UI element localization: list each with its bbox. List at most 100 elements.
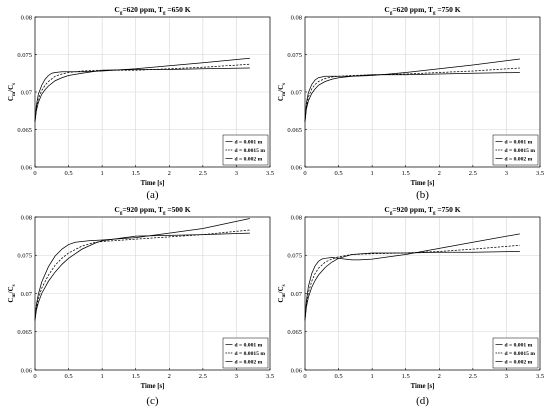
x-tick-label: 0	[303, 170, 306, 177]
legend-box	[492, 337, 539, 369]
axes-frame	[34, 216, 271, 371]
x-tick-label: 2	[438, 170, 441, 177]
x-tick-label: 1	[101, 373, 104, 380]
x-tick-label: 2.5	[469, 373, 477, 380]
x-tick-label: 0.5	[335, 170, 343, 177]
legend-box	[222, 134, 269, 166]
x-tick-label: 0.5	[65, 170, 73, 177]
legend-label: d = 0.0015 m	[505, 351, 536, 357]
x-axis-label: Time [s]	[141, 180, 165, 187]
y-tick-label: 0.07	[21, 89, 33, 96]
axes-frame	[304, 216, 541, 371]
x-tick-label: 0	[33, 373, 36, 380]
x-tick-label: 3.5	[536, 373, 544, 380]
x-tick-label: 0	[303, 373, 306, 380]
x-tick-label: 2.5	[469, 170, 477, 177]
legend-label: d = 0.0015 m	[235, 148, 266, 154]
series-line-1	[34, 57, 250, 123]
x-tick-label: 2.5	[199, 170, 207, 177]
x-tick-label: 1.5	[402, 170, 410, 177]
y-tick-label: 0.065	[287, 127, 302, 134]
series-line-1	[304, 233, 520, 321]
y-tick-label: 0.065	[17, 127, 32, 134]
chart-title: Cg=920 ppm, Tg =750 K	[384, 205, 460, 216]
x-tick-label: 3	[235, 373, 238, 380]
x-tick-label: 3.5	[266, 170, 274, 177]
chart-panel-a: 0 0.5 1 1.5 2 2.5 3 3.5 0.06 0.065 0.07 0.075 0.08 Cg…	[7, 5, 274, 201]
legend-label: d = 0.0015 m	[505, 148, 536, 154]
y-tick-label: 0.08	[21, 14, 32, 21]
y-tick-label: 0.065	[287, 329, 302, 336]
y-tick-label: 0.08	[291, 214, 302, 221]
chart-panel-d: 0 0.5 1 1.5 2 2.5 3 3.5 0.06 0.065 0.07 0.075 0.08 Cg…	[277, 205, 544, 407]
x-tick-label: 1	[101, 170, 104, 177]
series-line-1	[34, 218, 250, 321]
x-tick-label: 2.5	[199, 373, 207, 380]
x-tick-label: 0.5	[335, 373, 343, 380]
series-line-2	[304, 244, 520, 321]
series-line-3	[304, 251, 520, 321]
series-line-2	[304, 67, 520, 123]
legend-label: d = 0.001 m	[505, 343, 533, 349]
chart-panel-b: 0 0.5 1 1.5 2 2.5 3 3.5 0.06 0.065 0.07 0.075 0.08 Cg…	[277, 5, 544, 201]
x-axis-label: Time [s]	[141, 383, 165, 390]
legend-label: d = 0.002 m	[235, 360, 263, 366]
legend-label: d = 0.002 m	[235, 157, 263, 163]
legend-label: d = 0.001 m	[235, 343, 263, 349]
x-axis-label: Time [s]	[411, 180, 435, 187]
y-tick-label: 0.06	[291, 164, 303, 171]
y-tick-label: 0.075	[17, 52, 32, 59]
legend-label: d = 0.0015 m	[235, 351, 266, 357]
x-tick-label: 3	[505, 373, 508, 380]
legend-label: d = 0.001 m	[505, 140, 533, 146]
y-tick-label: 0.075	[287, 253, 302, 260]
x-axis-label: Time [s]	[411, 383, 435, 390]
y-tick-label: 0.08	[291, 14, 302, 21]
legend: d = 0.001 m d = 0.0015 m d = 0.002 m	[222, 337, 269, 369]
x-tick-label: 1.5	[132, 170, 140, 177]
panel-caption: (d)	[416, 395, 429, 407]
axes-frame	[34, 16, 271, 168]
x-tick-label: 1.5	[402, 373, 410, 380]
legend: d = 0.001 m d = 0.0015 m d = 0.002 m	[492, 134, 539, 166]
y-tick-label: 0.06	[291, 367, 303, 374]
x-tick-label: 0	[33, 170, 36, 177]
legend: d = 0.001 m d = 0.0015 m d = 0.002 m	[222, 134, 269, 166]
y-tick-label: 0.08	[21, 214, 32, 221]
series-line-3	[34, 232, 250, 321]
x-tick-label: 3.5	[266, 373, 274, 380]
chart-panel-c: 0 0.5 1 1.5 2 2.5 3 3.5 0.06 0.065 0.07 0.075 0.08 Cg…	[7, 205, 274, 407]
legend-label: d = 0.001 m	[235, 140, 263, 146]
legend-box	[492, 134, 539, 166]
y-tick-label: 0.06	[21, 164, 33, 171]
chart-title: Cg=620 ppm, Tg =750 K	[384, 5, 460, 16]
chart-title: Cg=620 ppm, Tg =650 K	[114, 5, 190, 16]
y-axis-label: Cm/Cs	[7, 284, 17, 302]
x-tick-label: 0.5	[65, 373, 73, 380]
y-tick-label: 0.07	[291, 89, 303, 96]
panel-caption: (a)	[146, 189, 159, 201]
y-tick-label: 0.065	[17, 329, 32, 336]
y-tick-label: 0.07	[21, 291, 33, 298]
y-tick-label: 0.07	[291, 291, 303, 298]
y-axis-label: Cm/Cs	[277, 284, 287, 302]
x-tick-label: 3	[505, 170, 508, 177]
x-tick-label: 3.5	[536, 170, 544, 177]
legend-label: d = 0.002 m	[505, 360, 533, 366]
chart-title: Cg=920 ppm, Tg =500 K	[114, 205, 190, 216]
x-tick-label: 2	[438, 373, 441, 380]
panel-caption: (c)	[146, 395, 159, 407]
x-tick-label: 2	[168, 170, 171, 177]
y-axis-label: Cm/Cs	[7, 83, 17, 101]
series-line-3	[34, 67, 250, 123]
x-tick-label: 1	[371, 373, 374, 380]
legend-box	[222, 337, 269, 369]
series-line-1	[304, 58, 520, 123]
legend-label: d = 0.002 m	[505, 157, 533, 163]
legend: d = 0.001 m d = 0.0015 m d = 0.002 m	[492, 337, 539, 369]
y-axis-label: Cm/Cs	[277, 83, 287, 101]
y-tick-label: 0.075	[287, 52, 302, 59]
panel-caption: (b)	[416, 189, 429, 201]
y-tick-label: 0.075	[17, 253, 32, 260]
